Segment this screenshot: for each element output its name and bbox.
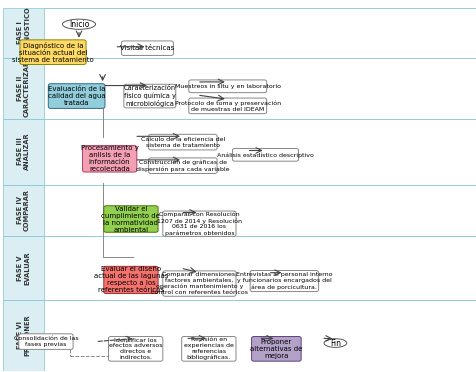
FancyBboxPatch shape [82,145,137,172]
FancyBboxPatch shape [162,271,236,296]
FancyBboxPatch shape [48,84,105,108]
FancyBboxPatch shape [43,237,475,300]
FancyBboxPatch shape [149,134,217,150]
Text: Entrevistas al personal interno
y funcionarios encargados del
área de porcicultu: Entrevistas al personal interno y funcio… [236,272,332,290]
FancyBboxPatch shape [43,185,475,237]
FancyBboxPatch shape [232,148,298,161]
FancyBboxPatch shape [43,119,475,185]
Text: Proponer
alternativas de
mejora: Proponer alternativas de mejora [249,339,302,359]
FancyBboxPatch shape [162,211,236,237]
Text: Visitas técnicas: Visitas técnicas [120,45,174,51]
Text: Evaluación de la
calidad del agua
tratada: Evaluación de la calidad del agua tratad… [48,86,105,106]
FancyBboxPatch shape [181,337,236,361]
Text: Fin: Fin [329,339,340,347]
FancyBboxPatch shape [19,334,73,349]
Text: Caracterización
físico química y
microbiológica: Caracterización físico química y microbi… [123,85,176,107]
FancyBboxPatch shape [20,40,86,64]
FancyBboxPatch shape [43,58,475,119]
FancyBboxPatch shape [104,206,158,232]
FancyBboxPatch shape [188,80,266,93]
FancyBboxPatch shape [3,185,475,237]
Text: Identificar los
efectos adversos
directos e
indirectos.: Identificar los efectos adversos directo… [109,338,162,360]
Text: Comparar dimensiones,
factores ambientales,
operación mantenimiento y
control co: Comparar dimensiones, factores ambiental… [150,272,248,295]
FancyBboxPatch shape [3,119,475,185]
Text: Construcción de gráficas de
dispersión para cada variable: Construcción de gráficas de dispersión p… [136,160,229,171]
Text: Muestreos in situ y en laboratorio: Muestreos in situ y en laboratorio [174,84,280,89]
Text: Inicio: Inicio [69,20,89,29]
Text: FASE V
EVALUAR: FASE V EVALUAR [17,251,30,285]
FancyBboxPatch shape [104,266,158,294]
FancyBboxPatch shape [3,300,475,371]
Text: FASE IV
COMPARAR: FASE IV COMPARAR [17,189,30,231]
Text: FASE I
DIAGNÓSTICO: FASE I DIAGNÓSTICO [17,7,30,59]
Text: Revisión en
experiencias de
referencias
bibliográficas.: Revisión en experiencias de referencias … [184,337,233,360]
Text: FASE III
ANALIZAR: FASE III ANALIZAR [17,133,30,170]
FancyBboxPatch shape [124,84,176,108]
FancyBboxPatch shape [43,300,475,371]
Text: Validar el
cumplimiento de
la normatividad
ambiental: Validar el cumplimiento de la normativid… [101,205,160,232]
Ellipse shape [62,19,95,29]
FancyBboxPatch shape [149,158,217,173]
Text: Cálculo de la eficiencia del
sistema de tratamiento: Cálculo de la eficiencia del sistema de … [140,137,225,148]
Text: Análisis estadístico descriptivo: Análisis estadístico descriptivo [217,152,313,158]
FancyBboxPatch shape [43,8,475,58]
FancyBboxPatch shape [3,237,475,300]
Text: Protocolo de toma y preservación
de muestras del IDEAM: Protocolo de toma y preservación de mues… [174,100,280,112]
Text: Comparar con Resolución
1207 de 2014 y Resolución
0631 de 2016 los
parámetros ob: Comparar con Resolución 1207 de 2014 y R… [157,212,241,236]
Text: Consolidación de las
fases previas: Consolidación de las fases previas [14,336,78,347]
FancyBboxPatch shape [3,58,475,119]
Text: FASE VI
PROPONER: FASE VI PROPONER [17,314,30,356]
FancyBboxPatch shape [121,41,173,55]
Text: Diagnóstico de la
situación actual del
sistema de tratamiento: Diagnóstico de la situación actual del s… [12,42,94,63]
FancyBboxPatch shape [3,8,475,58]
Text: Evaluar el diseño
actual de las lagunas
respecto a los
referentes teóricos: Evaluar el diseño actual de las lagunas … [94,266,168,294]
FancyBboxPatch shape [188,98,266,114]
FancyBboxPatch shape [251,337,300,361]
FancyBboxPatch shape [108,337,162,361]
Text: FASE II
CARACTERIZAR: FASE II CARACTERIZAR [17,60,30,117]
Text: Procesamiento y
anlisis de la
información
recolectada: Procesamiento y anlisis de la informació… [80,145,139,172]
Ellipse shape [323,339,346,347]
FancyBboxPatch shape [249,270,318,292]
